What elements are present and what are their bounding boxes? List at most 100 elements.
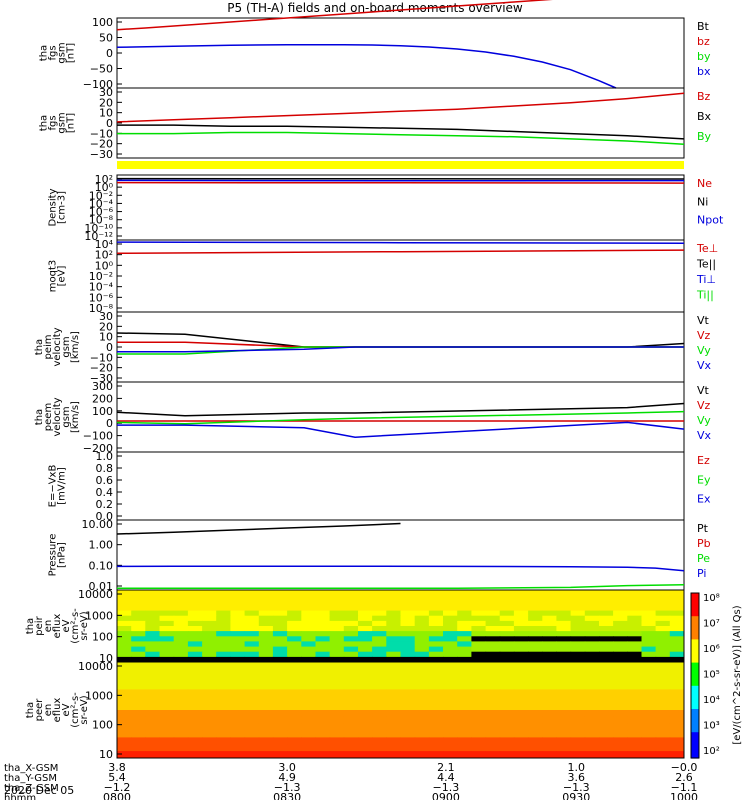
heatmap-cell bbox=[599, 631, 614, 637]
colorbar-cell bbox=[691, 603, 699, 607]
heatmap-cell bbox=[570, 668, 586, 677]
heatmap-cell bbox=[499, 716, 515, 725]
heatmap-cell bbox=[187, 615, 203, 622]
heatmap-cell bbox=[343, 730, 359, 738]
heatmap-cell bbox=[358, 662, 373, 670]
x-tick-label: −1.2 bbox=[104, 781, 131, 794]
heatmap-cell bbox=[301, 737, 316, 745]
heatmap-cell bbox=[528, 696, 543, 704]
heatmap-cell bbox=[343, 737, 359, 745]
heatmap-cell bbox=[400, 656, 416, 663]
heatmap-cell bbox=[244, 716, 260, 725]
heatmap-cell bbox=[457, 682, 472, 690]
heatmap-cell bbox=[655, 689, 671, 697]
heatmap-cell bbox=[301, 646, 316, 653]
legend-entry: Vt bbox=[697, 314, 710, 327]
legend-entry: Ex bbox=[697, 493, 711, 506]
colorbar-cell bbox=[691, 613, 699, 617]
heatmap-cell bbox=[485, 689, 501, 697]
heatmap-cell bbox=[216, 696, 231, 704]
heatmap-cell bbox=[258, 723, 274, 732]
heatmap-cell bbox=[258, 610, 274, 617]
heatmap-cell bbox=[329, 615, 345, 622]
heatmap-cell bbox=[556, 590, 572, 596]
heatmap-cell bbox=[655, 646, 671, 653]
heatmap-cell bbox=[173, 615, 189, 622]
heatmap-cell bbox=[117, 590, 132, 596]
heatmap-cell bbox=[471, 689, 487, 697]
heatmap-cell bbox=[258, 751, 274, 759]
heatmap-cell bbox=[202, 675, 217, 684]
heatmap-cell bbox=[329, 620, 345, 627]
heatmap-cell bbox=[244, 675, 260, 684]
heatmap-cell bbox=[528, 710, 543, 718]
heatmap-cell bbox=[159, 703, 175, 711]
heatmap-cell bbox=[400, 716, 416, 725]
heatmap-cell bbox=[202, 703, 217, 711]
heatmap-cell bbox=[343, 641, 359, 647]
heatmap-cell bbox=[244, 668, 260, 677]
heatmap-cell bbox=[386, 641, 401, 647]
heatmap-cell bbox=[556, 636, 572, 642]
heatmap-cell bbox=[244, 636, 260, 642]
heatmap-cell bbox=[358, 626, 373, 632]
heatmap-cell bbox=[301, 751, 316, 759]
heatmap-cell bbox=[599, 636, 614, 642]
colorbar-cell bbox=[691, 642, 699, 646]
heatmap-cell bbox=[258, 730, 274, 738]
heatmap-cell bbox=[400, 751, 416, 759]
colorbar-cell bbox=[691, 672, 699, 677]
heatmap-cell bbox=[358, 668, 373, 677]
heatmap-cell bbox=[655, 631, 671, 637]
legend-entry: Pt bbox=[697, 522, 709, 535]
heatmap-cell bbox=[315, 696, 331, 704]
colorbar-cell bbox=[691, 714, 699, 718]
heatmap-cell bbox=[315, 656, 331, 663]
heatmap-cell bbox=[358, 595, 373, 601]
heatmap-cell bbox=[287, 737, 302, 745]
y-tick-label: 0 bbox=[106, 117, 113, 130]
heatmap-cell bbox=[471, 641, 487, 647]
heatmap-cell bbox=[414, 723, 430, 732]
series-line-Pi bbox=[116, 565, 685, 572]
y-axis-label: Density bbox=[48, 188, 59, 226]
heatmap-cell bbox=[301, 723, 316, 732]
heatmap-cell bbox=[513, 646, 529, 653]
heatmap-cell bbox=[457, 600, 472, 606]
y-tick-label: 10⁻¹⁰ bbox=[84, 222, 113, 235]
heatmap-cell bbox=[202, 605, 217, 611]
heatmap-cell bbox=[655, 744, 671, 752]
heatmap-cell bbox=[358, 610, 373, 617]
colorbar-cell bbox=[691, 608, 699, 612]
y-tick-label: 30 bbox=[99, 86, 113, 99]
heatmap-cell bbox=[599, 610, 614, 617]
heatmap-cell bbox=[613, 605, 628, 611]
heatmap-cell bbox=[159, 751, 175, 759]
y-tick-label: −100 bbox=[83, 430, 113, 443]
heatmap-cell bbox=[655, 590, 671, 596]
heatmap-cell bbox=[329, 696, 345, 704]
heatmap-cell bbox=[499, 744, 515, 752]
series-line-By bbox=[117, 131, 685, 145]
heatmap-cell bbox=[202, 668, 217, 677]
heatmap-cell bbox=[372, 595, 387, 601]
colorbar-cell bbox=[691, 737, 699, 741]
colorbar-tick-label: 10⁷ bbox=[703, 619, 720, 630]
heatmap-cell bbox=[556, 605, 572, 611]
heatmap-cell bbox=[457, 636, 472, 642]
heatmap-cell bbox=[159, 689, 175, 697]
heatmap-cell bbox=[216, 595, 231, 601]
colorbar-cell bbox=[691, 755, 699, 759]
heatmap-cell bbox=[641, 662, 657, 670]
heatmap-cell bbox=[258, 689, 274, 697]
heatmap-cell bbox=[457, 641, 472, 647]
series-line-bz bbox=[116, 0, 553, 31]
heatmap-cell bbox=[556, 651, 572, 658]
heatmap-cell bbox=[584, 744, 600, 752]
heatmap-cell bbox=[556, 626, 572, 632]
heatmap-cell bbox=[471, 590, 487, 596]
heatmap-cell bbox=[287, 610, 302, 617]
heatmap-cell bbox=[272, 651, 288, 658]
heatmap-cell bbox=[372, 703, 387, 711]
heatmap-cell bbox=[287, 620, 302, 627]
